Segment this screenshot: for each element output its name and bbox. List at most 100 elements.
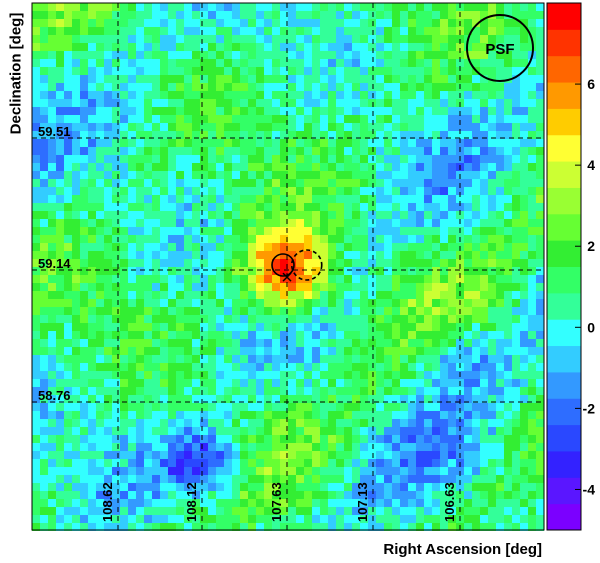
heatmap-cell [168, 291, 176, 299]
heatmap-cell [328, 35, 336, 43]
heatmap-cell [40, 227, 48, 235]
heatmap-cell [104, 35, 112, 43]
heatmap-cell [168, 275, 176, 283]
heatmap-cell [288, 443, 296, 451]
heatmap-cell [296, 147, 304, 155]
heatmap-cell [440, 131, 448, 139]
heatmap-cell [288, 251, 296, 259]
heatmap-cell [520, 427, 528, 435]
heatmap-cell [464, 259, 472, 267]
heatmap-cell [152, 59, 160, 67]
heatmap-cell [496, 91, 504, 99]
heatmap-cell [472, 443, 480, 451]
heatmap-cell [512, 371, 520, 379]
heatmap-cell [216, 483, 224, 491]
heatmap-cell [152, 427, 160, 435]
heatmap-cell [304, 467, 312, 475]
colorbar-swatch [547, 292, 581, 320]
heatmap-cell [304, 275, 312, 283]
heatmap-cell [96, 371, 104, 379]
heatmap-cell [320, 59, 328, 67]
heatmap-cell [256, 235, 264, 243]
heatmap-cell [144, 147, 152, 155]
heatmap-cell [512, 187, 520, 195]
heatmap-cell [32, 299, 40, 307]
heatmap-cell [304, 179, 312, 187]
heatmap-cell [520, 83, 528, 91]
heatmap-cell [176, 147, 184, 155]
heatmap-cell [160, 507, 168, 515]
heatmap-cell [384, 275, 392, 283]
heatmap-cell [72, 107, 80, 115]
heatmap-cell [400, 179, 408, 187]
heatmap-cell [480, 339, 488, 347]
heatmap-cell [520, 43, 528, 51]
heatmap-cell [376, 523, 384, 531]
heatmap-cell [152, 267, 160, 275]
heatmap-cell [416, 411, 424, 419]
heatmap-cell [504, 355, 512, 363]
heatmap-cell [392, 419, 400, 427]
heatmap-cell [424, 411, 432, 419]
heatmap-cell [312, 387, 320, 395]
heatmap-cell [192, 171, 200, 179]
heatmap-cell [272, 491, 280, 499]
heatmap-cell [480, 515, 488, 523]
heatmap-cell [440, 395, 448, 403]
heatmap-cell [360, 115, 368, 123]
heatmap-cell [304, 515, 312, 523]
heatmap-cell [112, 83, 120, 91]
heatmap-cell [496, 83, 504, 91]
heatmap-cell [144, 315, 152, 323]
heatmap-cell [512, 475, 520, 483]
heatmap-cell [192, 491, 200, 499]
heatmap-cell [344, 459, 352, 467]
heatmap-cell [192, 387, 200, 395]
heatmap-cell [240, 123, 248, 131]
heatmap-cell [320, 355, 328, 363]
heatmap-cell [512, 427, 520, 435]
heatmap-cell [144, 427, 152, 435]
heatmap-cell [464, 59, 472, 67]
heatmap-cell [184, 43, 192, 51]
heatmap-cell [488, 379, 496, 387]
heatmap-cell [88, 235, 96, 243]
heatmap-cell [248, 427, 256, 435]
heatmap-cell [160, 339, 168, 347]
heatmap-cell [352, 123, 360, 131]
heatmap-cell [56, 155, 64, 163]
heatmap-cell [112, 435, 120, 443]
heatmap-cell [352, 243, 360, 251]
heatmap-cell [88, 283, 96, 291]
heatmap-cell [288, 451, 296, 459]
heatmap-cell [200, 187, 208, 195]
heatmap-cell [336, 443, 344, 451]
heatmap-cell [456, 419, 464, 427]
heatmap-cell [176, 387, 184, 395]
heatmap-cell [216, 3, 224, 11]
heatmap-cell [480, 43, 488, 51]
heatmap-cell [440, 307, 448, 315]
heatmap-cell [312, 19, 320, 27]
heatmap-cell [304, 91, 312, 99]
heatmap-cell [352, 387, 360, 395]
heatmap-cell [512, 315, 520, 323]
heatmap-cell [496, 267, 504, 275]
heatmap-cell [48, 339, 56, 347]
heatmap-cell [80, 475, 88, 483]
heatmap-cell [480, 443, 488, 451]
heatmap-cell [224, 371, 232, 379]
heatmap-cell [96, 179, 104, 187]
heatmap-cell [208, 59, 216, 67]
heatmap-cell [328, 363, 336, 371]
heatmap-cell [264, 347, 272, 355]
heatmap-cell [32, 27, 40, 35]
heatmap-cell [144, 411, 152, 419]
heatmap-cell [336, 459, 344, 467]
heatmap-cell [344, 291, 352, 299]
heatmap-cell [80, 131, 88, 139]
heatmap-cell [104, 403, 112, 411]
heatmap-cell [136, 459, 144, 467]
heatmap-cell [224, 483, 232, 491]
heatmap-cell [400, 123, 408, 131]
